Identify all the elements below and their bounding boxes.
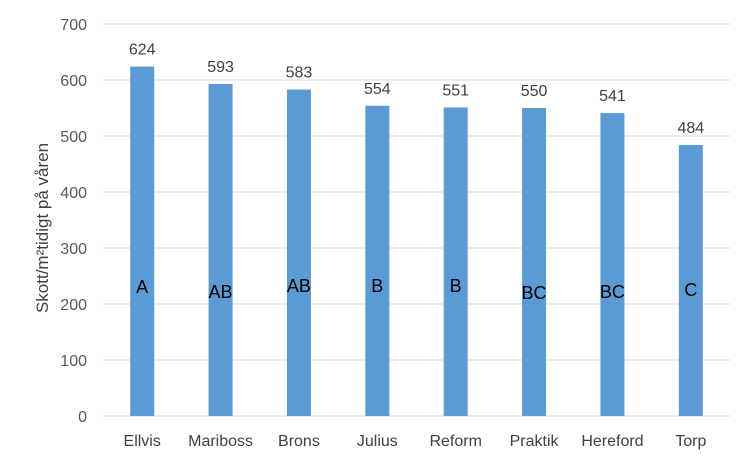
value-label: 554: [364, 81, 391, 98]
category-label: Julius: [357, 433, 398, 450]
y-tick-label: 400: [60, 185, 87, 202]
y-tick-label: 100: [60, 353, 87, 370]
bar-ellvis: [130, 66, 155, 416]
value-label: 550: [521, 83, 548, 100]
value-label: 583: [286, 65, 313, 82]
y-axis-ticks: 0 100 200 300 400 500 600 700: [60, 17, 87, 426]
value-label: 593: [207, 59, 234, 76]
group-letter-label: B: [371, 276, 383, 296]
y-axis-title: Skott/m²tidigt på våren: [33, 143, 52, 313]
category-label: Torp: [675, 433, 706, 450]
y-tick-label: 500: [60, 129, 87, 146]
y-tick-label: 700: [60, 17, 87, 34]
group-letter-label: BC: [600, 282, 625, 302]
value-label: 484: [677, 120, 704, 137]
bars: [130, 66, 703, 417]
bar-praktik: [522, 108, 547, 416]
category-labels: Ellvis Mariboss Brons Julius Reform Praktik He…: [124, 433, 707, 450]
group-letter-label: BC: [522, 283, 547, 303]
category-label: Brons: [278, 433, 320, 450]
gridlines: [103, 23, 730, 417]
group-letter-label: A: [136, 277, 148, 297]
bar-reform: [443, 107, 468, 416]
category-label: Hereford: [581, 433, 643, 450]
value-label: 541: [599, 88, 626, 105]
y-tick-label: 0: [78, 409, 87, 426]
group-letter-label: C: [684, 280, 697, 300]
y-tick-label: 300: [60, 241, 87, 258]
y-tick-label: 600: [60, 73, 87, 90]
group-letter-label: AB: [287, 276, 311, 296]
value-label: 551: [442, 82, 469, 99]
category-label: Praktik: [510, 433, 560, 450]
bar-mariboss: [208, 83, 233, 417]
category-label: Mariboss: [188, 433, 253, 450]
group-letter-label: B: [450, 276, 462, 296]
value-label: 624: [129, 42, 156, 59]
bar-brons: [286, 89, 311, 417]
category-label: Ellvis: [124, 433, 161, 450]
group-letter-labels: A AB AB B B BC BC C: [136, 276, 697, 303]
bar-torp: [678, 144, 703, 416]
category-label: Reform: [429, 433, 481, 450]
bar-hereford: [600, 113, 625, 416]
bar-julius: [365, 105, 390, 416]
group-letter-label: AB: [209, 282, 233, 302]
value-labels: 624 593 583 554 551 550 541 484: [129, 42, 704, 137]
y-tick-label: 200: [60, 297, 87, 314]
